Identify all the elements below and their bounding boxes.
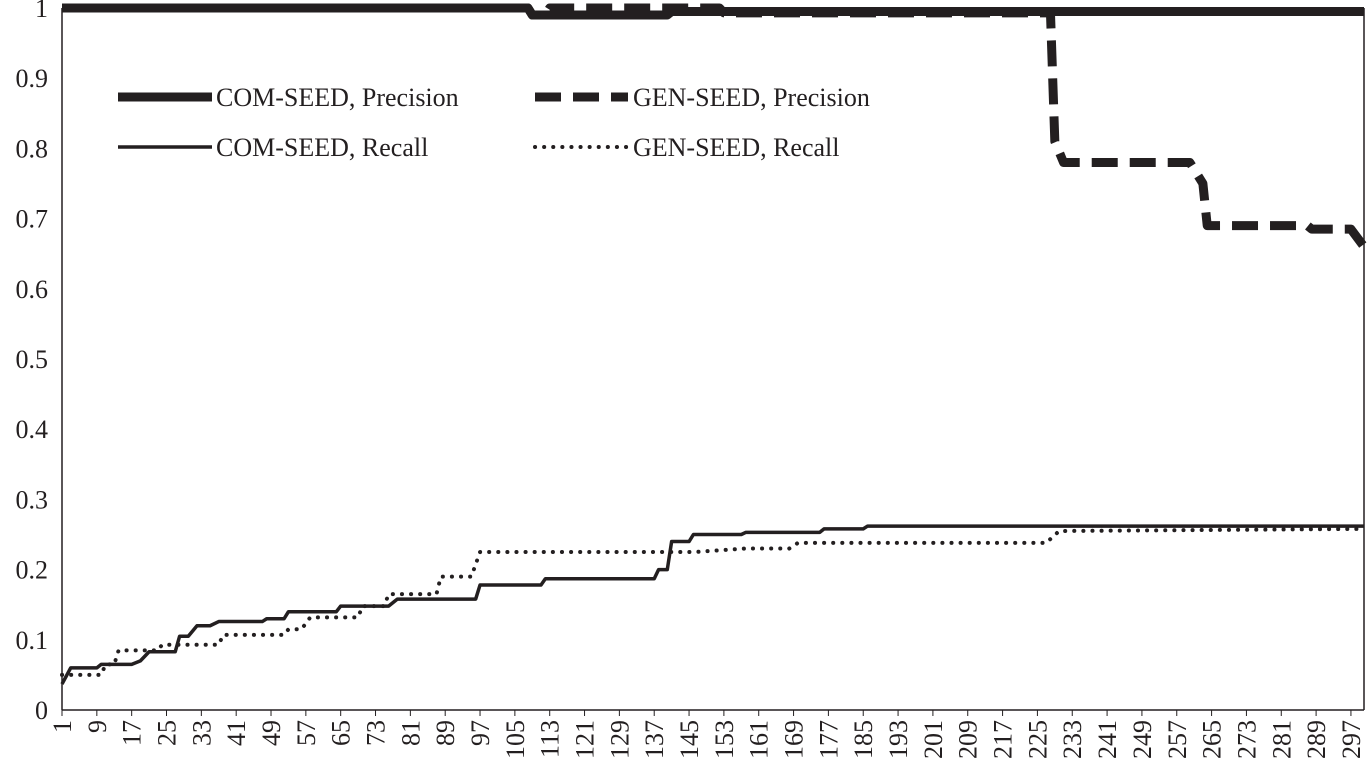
x-tick-label: 65 — [327, 720, 356, 746]
legend: COM-SEED, Precision GEN-SEED, Precision CO… — [118, 83, 870, 162]
x-tick-label: 225 — [1023, 720, 1052, 759]
y-tick-label: 0.7 — [16, 205, 49, 234]
series-lines — [60, 3, 1367, 685]
x-tick-label: 81 — [396, 720, 425, 746]
y-tick-label: 0.9 — [16, 64, 49, 93]
y-tick-label: 0 — [35, 696, 48, 725]
x-tick-label: 177 — [814, 720, 843, 759]
x-tick-label: 57 — [292, 720, 321, 746]
x-tick-label: 121 — [571, 720, 600, 759]
y-tick-label: 0.6 — [16, 275, 49, 304]
x-tick-label: 209 — [954, 720, 983, 759]
legend-label-4: GEN-SEED, Recall — [633, 133, 840, 162]
axes — [61, 8, 1365, 711]
y-tick-label: 0.1 — [16, 626, 49, 655]
x-tick-label: 273 — [1232, 720, 1261, 759]
x-tick-label: 193 — [884, 720, 913, 759]
x-tick-label: 113 — [536, 720, 565, 758]
x-tick-label: 1 — [48, 720, 77, 733]
series-line-4 — [60, 526, 1366, 677]
x-tick-label: 289 — [1302, 720, 1331, 759]
y-tick-label: 0.2 — [16, 556, 49, 585]
legend-label-2: GEN-SEED, Precision — [633, 83, 870, 112]
legend-label-3: COM-SEED, Recall — [216, 133, 428, 162]
y-tick-label: 0.4 — [16, 415, 49, 444]
x-tick-label: 249 — [1128, 720, 1157, 759]
x-tick-label: 161 — [745, 720, 774, 759]
x-tick-label: 257 — [1163, 720, 1192, 759]
x-tick-label: 73 — [362, 720, 391, 746]
x-tick-label: 297 — [1337, 720, 1366, 759]
x-tick-label: 137 — [640, 720, 669, 759]
x-tick-label: 97 — [466, 720, 495, 746]
x-tick-label: 265 — [1198, 720, 1227, 759]
x-tick-label: 145 — [675, 720, 704, 759]
x-tick-label: 41 — [222, 720, 251, 746]
x-tick-label: 153 — [710, 720, 739, 759]
x-tick-label: 17 — [118, 720, 147, 746]
y-tick-label: 0.8 — [16, 134, 49, 163]
x-tick-label: 9 — [83, 720, 112, 733]
x-tick-label: 201 — [919, 720, 948, 759]
legend-label-1: COM-SEED, Precision — [216, 83, 459, 112]
x-tick-label: 281 — [1267, 720, 1296, 759]
y-tick-label: 1 — [35, 0, 48, 23]
x-tick-label: 185 — [849, 720, 878, 759]
y-tick-label: 0.3 — [16, 485, 49, 514]
x-tick-label: 233 — [1058, 720, 1087, 759]
x-tick-label: 241 — [1093, 720, 1122, 759]
x-tick-label: 217 — [989, 720, 1018, 759]
x-tick-label: 49 — [257, 720, 286, 746]
series-line-2 — [62, 3, 1367, 250]
y-tick-label: 0.5 — [16, 345, 49, 374]
x-tick-label: 129 — [605, 720, 634, 759]
x-tick-label: 169 — [780, 720, 809, 759]
series-line-3 — [60, 524, 1364, 685]
x-tick-label: 89 — [431, 720, 460, 746]
x-axis-tick-labels: 1 9 17 25 33 41 49 57 65 73 81 89 97 105 113 121 129 137 1… — [48, 710, 1366, 759]
y-axis-tick-labels: 0 0.1 0.2 0.3 0.4 0.5 0.6 0.7 0.8 0.9 1 — [16, 0, 49, 725]
x-tick-label: 33 — [187, 720, 216, 746]
x-tick-label: 105 — [501, 720, 530, 759]
x-tick-label: 25 — [153, 720, 182, 746]
